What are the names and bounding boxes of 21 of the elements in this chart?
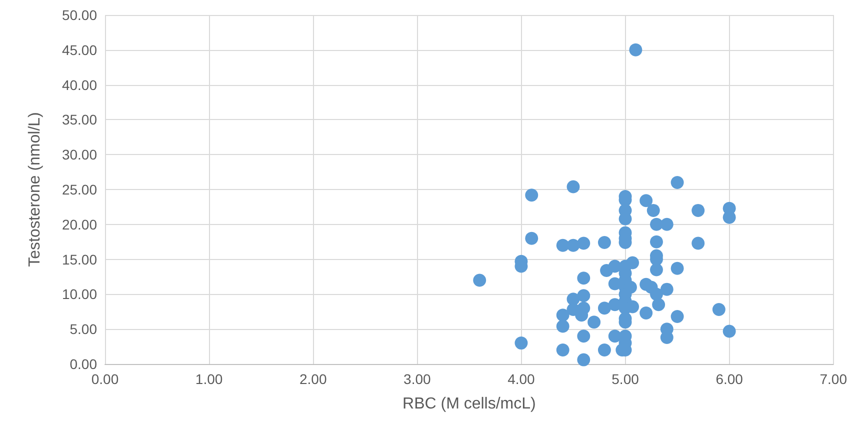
y-tick-label: 40.00	[62, 76, 98, 93]
y-tick-label: 10.00	[62, 286, 98, 302]
y-tick-label: 20.00	[62, 216, 98, 232]
x-tick-label: 4.00	[508, 371, 536, 387]
y-tick-label: 15.00	[62, 251, 98, 268]
x-tick-label: 3.00	[404, 371, 431, 387]
x-tick-label: 5.00	[612, 371, 640, 387]
y-tick-label: 45.00	[62, 42, 98, 58]
x-tick-label: 1.00	[195, 371, 223, 387]
y-axis-title: Testosterone (nmol/L)	[26, 112, 44, 267]
y-tick-label: 5.00	[70, 321, 98, 338]
x-tick-label: 7.00	[820, 371, 848, 387]
x-axis-title: RBC (M cells/mcL)	[402, 396, 536, 412]
y-tick-label: 25.00	[62, 182, 98, 198]
y-tick-label: 35.00	[62, 112, 98, 128]
x-tick-label: 0.00	[91, 371, 119, 387]
x-tick-label: 2.00	[299, 371, 327, 387]
y-tick-label: 30.00	[62, 146, 98, 163]
y-tick-label: 0.00	[70, 356, 98, 372]
x-tick-label: 6.00	[716, 371, 744, 387]
y-tick-label: 50.00	[62, 7, 98, 23]
